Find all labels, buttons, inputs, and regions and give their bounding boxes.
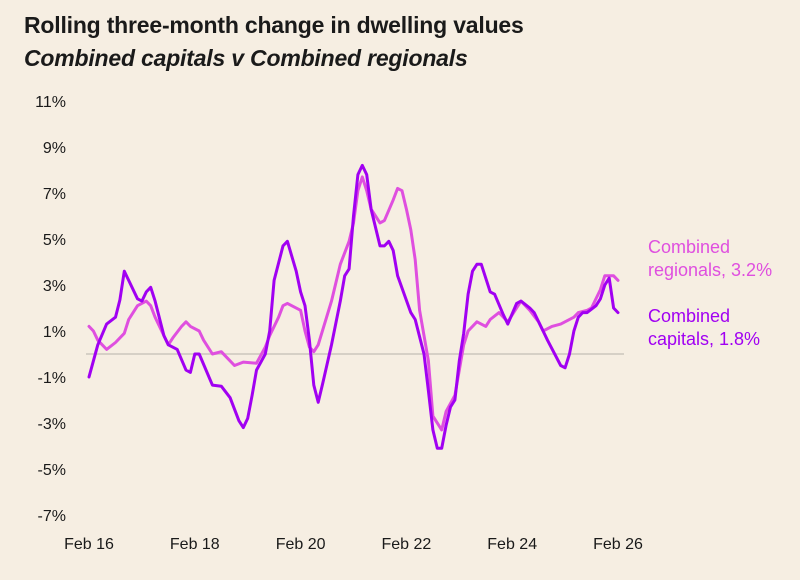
y-tick-label: 1%: [43, 324, 66, 341]
y-tick-label: 9%: [43, 140, 66, 157]
legend-label-capitals: Combined capitals, 1.8%: [648, 305, 760, 351]
y-tick-label: -7%: [38, 508, 66, 525]
y-tick-label: -3%: [38, 416, 66, 433]
legend-line2: capitals, 1.8%: [648, 329, 761, 349]
legend-line1: Combined: [648, 306, 731, 326]
x-tick-label: Feb 18: [170, 536, 220, 553]
y-tick-label: -1%: [38, 370, 66, 387]
y-tick-label: -5%: [38, 462, 66, 479]
y-tick-label: 11%: [35, 94, 66, 111]
series-line-capitals: [87, 163, 620, 450]
x-tick-label: Feb 22: [381, 536, 431, 553]
y-tick-label: 7%: [43, 186, 66, 203]
x-tick-label: Feb 16: [64, 536, 114, 553]
legend-line1: Combined: [648, 237, 731, 257]
x-tick-label: Feb 24: [487, 536, 537, 553]
y-tick-label: 3%: [43, 278, 66, 295]
x-tick-label: Feb 26: [593, 536, 643, 553]
x-tick-label: Feb 20: [276, 536, 326, 553]
legend-label-regionals: Combined regionals, 3.2%: [648, 236, 772, 282]
chart-title: Rolling three-month change in dwelling v…: [24, 12, 524, 38]
chart-subtitle: Combined capitals v Combined regionals: [24, 45, 468, 71]
legend-line2: regionals, 3.2%: [648, 260, 773, 280]
y-tick-label: 5%: [43, 232, 66, 249]
